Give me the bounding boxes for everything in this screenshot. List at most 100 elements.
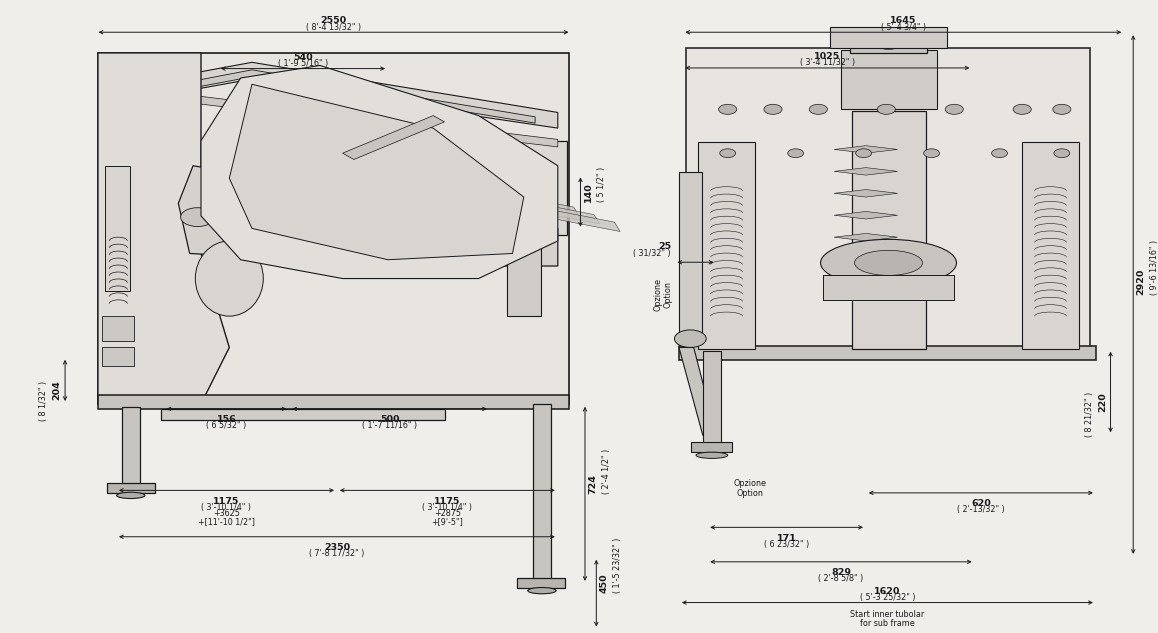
FancyBboxPatch shape <box>823 275 954 301</box>
Polygon shape <box>223 128 518 194</box>
Ellipse shape <box>528 587 556 594</box>
Polygon shape <box>244 135 538 201</box>
Circle shape <box>247 163 349 219</box>
Text: ( 8 1/32" ): ( 8 1/32" ) <box>39 380 47 420</box>
Circle shape <box>878 104 895 115</box>
Circle shape <box>787 149 804 158</box>
FancyBboxPatch shape <box>679 346 1095 360</box>
FancyBboxPatch shape <box>679 172 702 335</box>
Circle shape <box>764 104 782 115</box>
Text: ( 5'-3 25/32" ): ( 5'-3 25/32" ) <box>859 593 915 602</box>
Circle shape <box>924 149 939 158</box>
Text: ( 3'-4 11/32" ): ( 3'-4 11/32" ) <box>800 58 855 67</box>
Text: 620: 620 <box>970 499 991 508</box>
FancyBboxPatch shape <box>691 442 732 452</box>
Text: 540: 540 <box>293 53 313 61</box>
Polygon shape <box>306 158 600 224</box>
FancyBboxPatch shape <box>507 241 541 316</box>
Circle shape <box>1054 149 1070 158</box>
FancyBboxPatch shape <box>490 141 567 235</box>
Circle shape <box>674 330 706 348</box>
Polygon shape <box>229 84 523 260</box>
Ellipse shape <box>696 452 727 458</box>
Text: ( 3'-10 1/4" ): ( 3'-10 1/4" ) <box>423 503 472 512</box>
Text: 450: 450 <box>600 573 609 593</box>
Text: ( 8 21/32" ): ( 8 21/32" ) <box>1085 392 1093 437</box>
Text: ( 5 1/2" ): ( 5 1/2" ) <box>598 167 607 202</box>
Polygon shape <box>834 211 897 219</box>
Circle shape <box>856 149 872 158</box>
Text: Opzione
Option: Opzione Option <box>734 479 767 499</box>
Text: ( 5'-4 3/4" ): ( 5'-4 3/4" ) <box>881 23 926 32</box>
Text: 2920: 2920 <box>1137 268 1145 294</box>
Text: 724: 724 <box>588 474 598 494</box>
Text: 2550: 2550 <box>321 16 346 25</box>
Polygon shape <box>133 62 558 128</box>
Circle shape <box>719 104 736 115</box>
FancyBboxPatch shape <box>850 41 928 53</box>
FancyBboxPatch shape <box>107 483 154 493</box>
Text: +3625: +3625 <box>213 509 240 518</box>
Polygon shape <box>98 53 229 404</box>
Text: ( 9'-6 13/16" ): ( 9'-6 13/16" ) <box>1150 239 1158 294</box>
FancyBboxPatch shape <box>104 166 130 291</box>
Text: ( 2'-13/32" ): ( 2'-13/32" ) <box>957 505 1005 515</box>
FancyBboxPatch shape <box>102 348 134 367</box>
FancyBboxPatch shape <box>516 578 565 588</box>
Circle shape <box>1013 104 1032 115</box>
Text: ( 2'-4 1/2" ): ( 2'-4 1/2" ) <box>602 449 611 494</box>
Circle shape <box>441 211 505 246</box>
Text: ( 1'-7 11/16" ): ( 1'-7 11/16" ) <box>362 422 417 430</box>
FancyBboxPatch shape <box>98 395 569 409</box>
Text: for sub frame: for sub frame <box>860 619 915 628</box>
Text: Start inner tubolar: Start inner tubolar <box>850 610 924 619</box>
FancyBboxPatch shape <box>852 111 926 349</box>
Polygon shape <box>834 189 897 197</box>
Polygon shape <box>264 143 559 209</box>
Text: 171: 171 <box>777 534 797 542</box>
Text: 140: 140 <box>584 182 593 202</box>
Text: ( 31/32" ): ( 31/32" ) <box>633 249 672 258</box>
Polygon shape <box>834 146 897 153</box>
Polygon shape <box>285 151 579 216</box>
FancyBboxPatch shape <box>1023 142 1079 349</box>
Text: ( 3'-10 1/4" ): ( 3'-10 1/4" ) <box>201 503 251 512</box>
Text: 829: 829 <box>831 568 851 577</box>
Text: 1645: 1645 <box>891 16 916 25</box>
Text: ( 7'-8 17/32" ): ( 7'-8 17/32" ) <box>309 549 365 558</box>
Polygon shape <box>679 348 717 436</box>
Text: ( 2'-8 5/8" ): ( 2'-8 5/8" ) <box>819 574 864 584</box>
Text: +[11'-10 1/2"]: +[11'-10 1/2"] <box>198 517 255 526</box>
Polygon shape <box>201 65 558 279</box>
Circle shape <box>274 179 320 203</box>
Text: +2875: +2875 <box>434 509 461 518</box>
FancyBboxPatch shape <box>841 50 937 110</box>
FancyBboxPatch shape <box>533 404 551 580</box>
Polygon shape <box>325 166 620 232</box>
FancyBboxPatch shape <box>122 407 140 486</box>
Ellipse shape <box>196 241 263 316</box>
Text: 2350: 2350 <box>324 543 350 552</box>
FancyBboxPatch shape <box>161 409 445 420</box>
Circle shape <box>881 37 895 44</box>
FancyBboxPatch shape <box>686 48 1090 349</box>
FancyBboxPatch shape <box>102 316 134 341</box>
Text: 204: 204 <box>52 380 61 400</box>
Polygon shape <box>178 166 558 266</box>
Text: ( 1'-9 5/16" ): ( 1'-9 5/16" ) <box>278 59 328 68</box>
Circle shape <box>809 104 827 115</box>
Polygon shape <box>178 94 558 147</box>
Text: ( 6 5/32" ): ( 6 5/32" ) <box>206 422 247 430</box>
Text: ( 1'-5 23/32" ): ( 1'-5 23/32" ) <box>614 538 622 593</box>
Ellipse shape <box>117 492 145 499</box>
Polygon shape <box>151 70 535 123</box>
Text: 1620: 1620 <box>874 587 901 596</box>
Text: 25: 25 <box>658 242 672 251</box>
Polygon shape <box>343 116 445 160</box>
FancyBboxPatch shape <box>829 27 947 48</box>
Circle shape <box>945 104 963 115</box>
Circle shape <box>460 221 486 236</box>
Text: 1175: 1175 <box>434 497 461 506</box>
Ellipse shape <box>821 239 957 286</box>
Circle shape <box>1053 104 1071 115</box>
